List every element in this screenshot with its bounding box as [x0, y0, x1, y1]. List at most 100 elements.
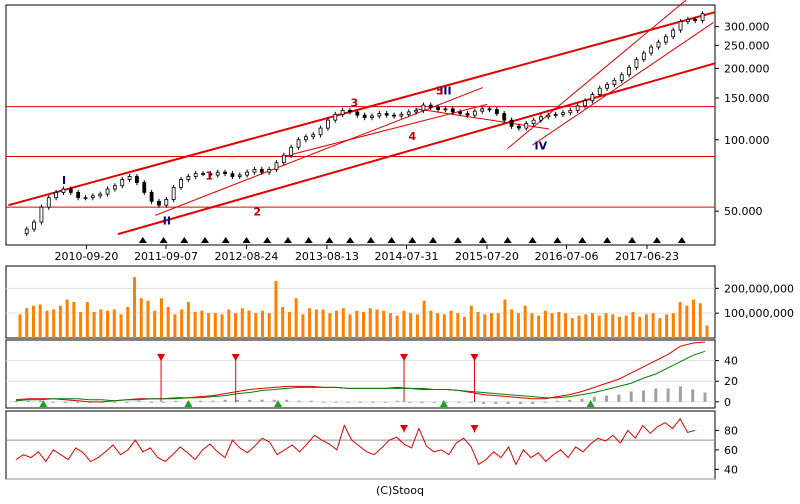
candle-body: [509, 119, 514, 127]
macd-histogram-bar: [445, 401, 449, 403]
trend-channel-line: [117, 62, 716, 236]
event-marker-triangle: [429, 237, 438, 243]
macd-histogram-bar: [260, 399, 264, 402]
candle-body: [223, 171, 227, 175]
volume-bar: [227, 309, 231, 338]
sell-signal-marker: [157, 354, 166, 361]
candle-body: [274, 162, 279, 170]
event-marker-triangle: [159, 237, 168, 243]
date-tick-label: 2014-07-31: [375, 250, 439, 263]
price-ytick-label: 50.000: [724, 205, 763, 218]
macd-histogram-bar: [309, 400, 313, 402]
macd-histogram-bar: [125, 401, 129, 403]
rsi-ytick-label: 80: [724, 424, 738, 437]
date-tick-label: 2012-08-24: [215, 250, 279, 263]
volume-bar: [530, 313, 534, 338]
macd-histogram-bar: [469, 401, 473, 403]
rsi-line: [15, 417, 696, 466]
candle-body: [245, 171, 250, 176]
macd-histogram-bar: [617, 394, 621, 402]
candle-body: [318, 127, 323, 136]
macd-histogram-bar: [605, 395, 609, 402]
candle-body: [392, 114, 396, 117]
macd-histogram-bar: [26, 400, 30, 402]
volume-bar: [254, 313, 258, 338]
candle-body: [54, 191, 59, 199]
candle-body: [32, 221, 36, 230]
event-marker-triangle: [408, 237, 417, 243]
volume-bar: [294, 298, 298, 338]
candle-body: [142, 182, 147, 193]
volume-bar: [543, 310, 547, 338]
macd-histogram-bar: [297, 400, 301, 402]
volume-bar: [341, 308, 345, 338]
volume-bar: [422, 300, 426, 338]
volume-bar: [193, 311, 197, 338]
candle-body: [700, 13, 705, 22]
candle-body: [135, 176, 139, 183]
candle-body: [384, 113, 389, 116]
volume-panel-frame: [5, 265, 716, 339]
macd-histogram-bar: [518, 401, 522, 404]
macd-histogram-bar: [506, 401, 510, 404]
macd-histogram-bar: [420, 401, 424, 403]
event-marker-triangle: [628, 237, 637, 243]
rsi-signal-marker: [470, 425, 479, 432]
macd-histogram-bar: [149, 401, 153, 403]
volume-bar: [651, 313, 655, 338]
macd-ytick-label: 0: [724, 396, 731, 409]
volume-bar: [577, 315, 581, 338]
event-marker-triangle: [263, 237, 272, 243]
macd-histogram-bar: [211, 400, 215, 402]
candle-body: [450, 108, 455, 113]
volume-bar: [85, 302, 89, 338]
volume-bar: [523, 305, 527, 338]
candle-body: [458, 111, 463, 114]
volume-bar: [429, 310, 433, 338]
signal-line: [15, 350, 706, 402]
candle-body: [127, 176, 132, 180]
volume-bar: [213, 313, 217, 338]
candle-body: [443, 108, 448, 111]
candle-body: [230, 173, 235, 177]
volume-bar: [658, 318, 662, 338]
macd-histogram-bar: [334, 401, 338, 403]
event-marker-triangle: [603, 237, 612, 243]
candle-body: [597, 87, 602, 96]
macd-histogram-bar: [494, 401, 498, 404]
candle-body: [561, 112, 565, 115]
volume-bar: [180, 309, 184, 338]
macd-histogram-bar: [543, 401, 547, 403]
volume-bar: [314, 309, 318, 338]
candle-body: [693, 18, 698, 22]
elliott-wave-label: 2: [253, 205, 261, 218]
elliott-wave-label: I: [62, 174, 66, 187]
event-marker-triangle: [528, 237, 537, 243]
macd-histogram-bar: [248, 399, 252, 402]
volume-bar: [685, 305, 689, 338]
event-marker-triangle: [478, 237, 487, 243]
volume-bar: [671, 313, 675, 338]
volume-ytick-label: 200,000,000: [724, 282, 794, 295]
date-tick-label: 2013-08-13: [295, 250, 359, 263]
macd-histogram-bar: [629, 391, 633, 402]
event-marker-triangle: [578, 237, 587, 243]
price-ytick-label: 150.000: [724, 92, 770, 105]
volume-bar: [362, 311, 365, 338]
macd-histogram-bar: [51, 401, 55, 403]
date-tick-label: 2017-06-23: [615, 250, 679, 263]
candle-body: [289, 146, 294, 156]
volume-bar: [153, 310, 157, 338]
candle-body: [237, 174, 242, 177]
buy-signal-marker: [39, 400, 48, 407]
volume-bar: [281, 306, 285, 338]
volume-bar: [638, 316, 642, 338]
macd-histogram-bar: [39, 400, 43, 402]
volume-bar: [449, 310, 453, 338]
event-marker-triangle: [201, 237, 210, 243]
candle-body: [524, 123, 529, 129]
volume-bar: [18, 314, 22, 338]
elliott-wave-label: III: [439, 85, 451, 98]
volume-bar: [274, 280, 278, 338]
